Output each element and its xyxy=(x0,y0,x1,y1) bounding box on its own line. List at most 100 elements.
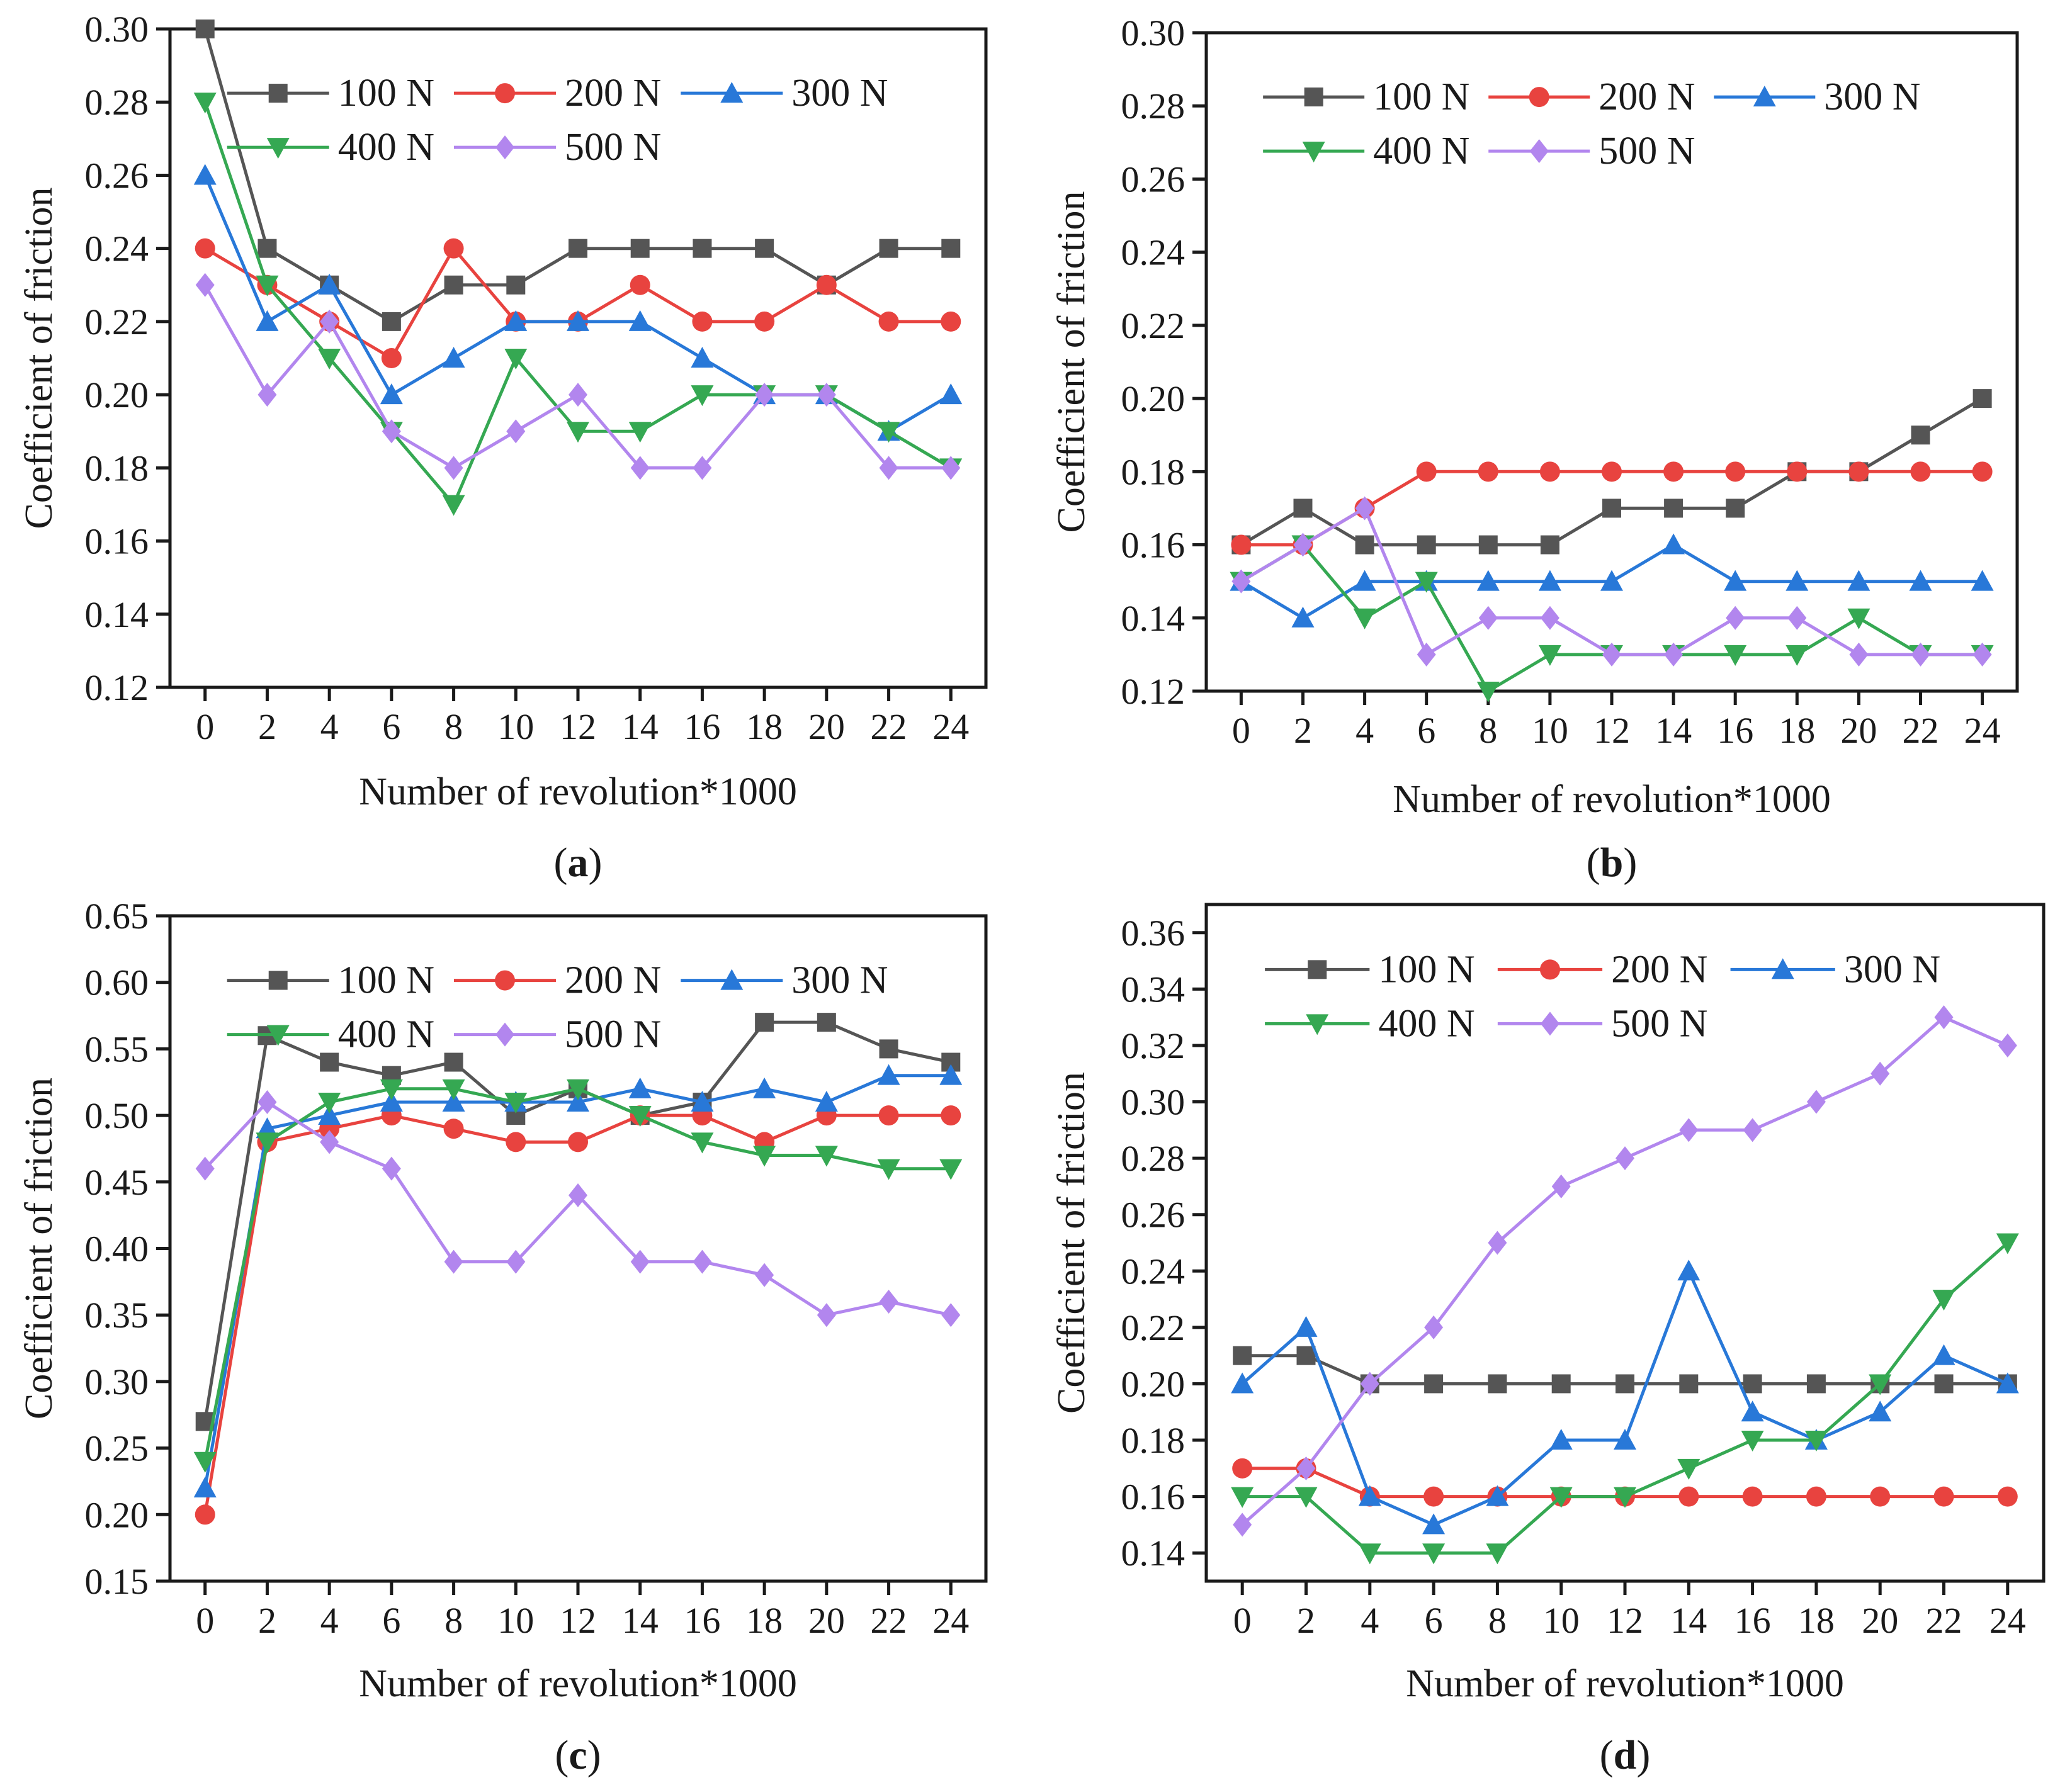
data-point xyxy=(1741,1400,1764,1422)
data-point xyxy=(1726,606,1745,630)
data-point xyxy=(258,239,277,258)
legend-label: 100 N xyxy=(338,959,434,1002)
data-point xyxy=(1476,570,1500,591)
data-point xyxy=(628,1106,652,1127)
legend-label: 500 N xyxy=(565,126,661,169)
x-tick-label: 2 xyxy=(258,1600,276,1641)
legend-marker xyxy=(1771,958,1794,979)
data-point xyxy=(1293,533,1313,557)
data-point xyxy=(1614,1487,1636,1508)
y-tick-label: 0.40 xyxy=(85,1229,149,1270)
data-point xyxy=(1415,572,1438,593)
data-point xyxy=(1231,569,1251,594)
data-point xyxy=(753,1146,776,1167)
data-point xyxy=(1478,606,1498,630)
data-point xyxy=(816,274,837,295)
x-tick-label: 18 xyxy=(1798,1600,1835,1641)
data-point xyxy=(1786,645,1809,666)
y-tick-label: 0.36 xyxy=(1121,913,1186,954)
data-point xyxy=(195,1504,215,1525)
data-point xyxy=(1422,1513,1446,1535)
y-tick-label: 0.35 xyxy=(85,1295,149,1336)
data-point xyxy=(1353,570,1376,591)
x-tick-label: 0 xyxy=(196,706,214,747)
data-point xyxy=(1742,1486,1763,1507)
data-point xyxy=(877,1159,900,1180)
data-point xyxy=(1486,1485,1509,1506)
legend: 100 N 200 N 300 N 400 N 500 N xyxy=(227,72,888,169)
series-100-n xyxy=(195,20,961,331)
data-point xyxy=(567,422,589,443)
series-line xyxy=(1240,543,1983,693)
data-point xyxy=(504,1092,528,1113)
data-point xyxy=(1488,1374,1507,1394)
data-point xyxy=(939,1159,963,1180)
x-tick-label: 16 xyxy=(1735,1600,1771,1641)
data-point xyxy=(1294,1316,1318,1337)
data-point xyxy=(195,1156,215,1181)
x-tick-label: 10 xyxy=(1543,1600,1580,1641)
legend-marker xyxy=(1539,959,1560,980)
x-tick-label: 8 xyxy=(1488,1600,1507,1641)
data-point xyxy=(1679,1374,1699,1394)
data-point xyxy=(380,1079,403,1100)
data-point xyxy=(1233,1513,1252,1537)
legend-marker xyxy=(266,1025,290,1046)
legend-label: 300 N xyxy=(1824,76,1920,118)
y-tick-label: 0.14 xyxy=(1121,598,1186,639)
y-tick-label: 0.16 xyxy=(85,521,149,562)
y-tick-label: 0.18 xyxy=(1121,451,1186,492)
x-tick-label: 10 xyxy=(1532,710,1568,751)
data-point xyxy=(1416,461,1437,482)
data-point xyxy=(320,1052,339,1072)
legend-marker xyxy=(1306,1014,1329,1035)
y-tick-label: 0.55 xyxy=(85,1028,149,1069)
series-400-n xyxy=(1230,535,1994,702)
x-tick-label: 6 xyxy=(1425,1600,1443,1641)
series-200-n xyxy=(195,1105,961,1525)
data-point xyxy=(1355,496,1374,521)
y-axis-label: Coefficient of friction xyxy=(1050,1072,1093,1414)
x-tick-label: 22 xyxy=(1926,1600,1962,1641)
y-tick-label: 0.20 xyxy=(1121,1363,1186,1404)
x-tick-label: 4 xyxy=(1355,710,1374,751)
y-axis-label: Coefficient of friction xyxy=(18,1078,60,1419)
data-point xyxy=(256,275,279,296)
x-tick-label: 16 xyxy=(684,706,720,747)
data-point xyxy=(1677,1458,1701,1480)
data-point xyxy=(1600,570,1623,591)
x-tick-label: 14 xyxy=(622,1600,659,1641)
y-tick-label: 0.32 xyxy=(1121,1025,1186,1066)
data-point xyxy=(256,1132,279,1154)
x-tick-label: 24 xyxy=(932,706,969,747)
x-axis-label: Number of revolution*1000 xyxy=(359,770,797,813)
x-tick-label: 2 xyxy=(1297,1600,1315,1641)
chart-panel-d: 0.14 0.16 0.18 0.20 0.22 0.24 0.26 0.28 0.30 0.32… xyxy=(1050,903,2046,1778)
data-point xyxy=(879,1290,898,1314)
x-tick-label: 20 xyxy=(1840,710,1877,751)
y-tick-label: 0.50 xyxy=(85,1095,149,1136)
series-500-n xyxy=(195,1090,961,1327)
x-axis-label: Number of revolution*1000 xyxy=(1393,778,1831,821)
y-tick-label: 0.22 xyxy=(1121,1307,1186,1348)
x-tick-label: 22 xyxy=(871,706,907,747)
data-point xyxy=(630,456,650,480)
data-point xyxy=(1293,499,1313,518)
data-point xyxy=(693,1249,712,1274)
y-tick-label: 0.28 xyxy=(1121,1138,1186,1179)
legend-marker xyxy=(268,971,288,990)
legend-label: 400 N xyxy=(338,126,434,169)
data-point xyxy=(442,495,465,516)
y-tick-label: 0.34 xyxy=(1121,969,1186,1010)
data-point xyxy=(878,311,899,332)
legend-label: 300 N xyxy=(791,72,888,115)
data-point xyxy=(1602,642,1621,667)
series-400-n xyxy=(193,1079,963,1473)
data-point xyxy=(877,1064,900,1085)
data-point xyxy=(318,1092,341,1113)
data-point xyxy=(1551,1374,1571,1394)
data-point xyxy=(1291,606,1315,628)
y-tick-label: 0.30 xyxy=(85,9,149,50)
data-point xyxy=(1806,1374,1826,1394)
data-point xyxy=(755,239,774,258)
